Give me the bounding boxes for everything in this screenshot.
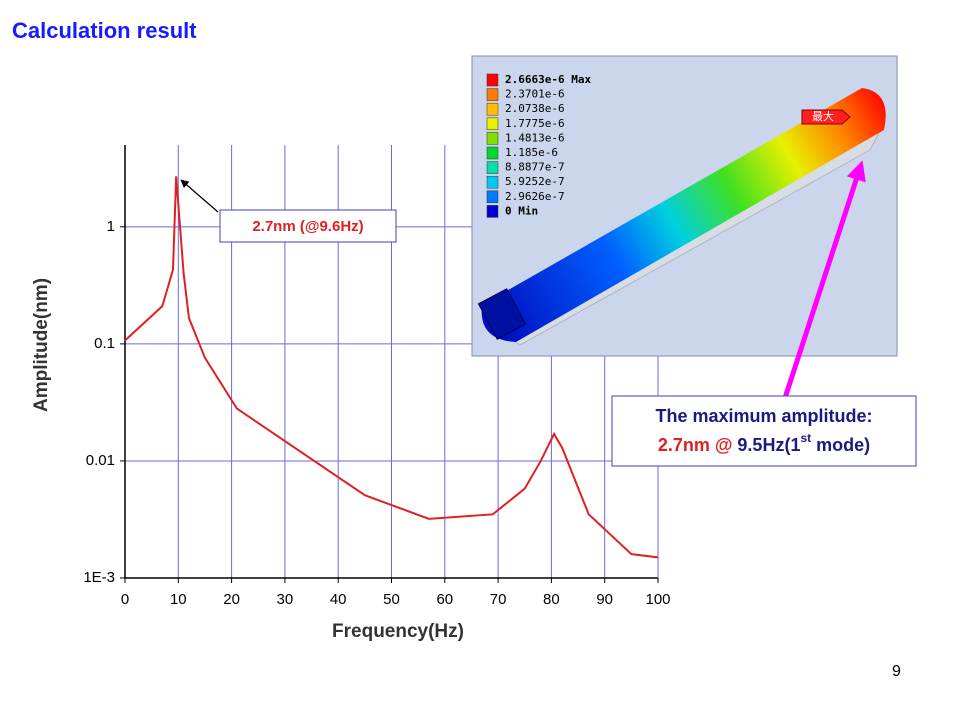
x-tick-label: 0 bbox=[121, 591, 129, 608]
page-number: 9 bbox=[892, 663, 901, 680]
inset-image: 最大 2.6663e-6 Max 2.3701e-62.0738e-6 1.7775… bbox=[471, 55, 898, 357]
legend-swatch bbox=[486, 117, 499, 131]
y-tick-label: 1E-3 bbox=[83, 569, 115, 586]
legend-swatch bbox=[486, 102, 499, 116]
x-tick-label: 70 bbox=[490, 591, 507, 608]
x-tick-label: 10 bbox=[170, 591, 187, 608]
annotation: 2.7nm (@9.6Hz) bbox=[252, 218, 363, 235]
legend-swatch bbox=[486, 190, 499, 204]
callout-arrow bbox=[782, 160, 866, 399]
x-tick-label: 60 bbox=[436, 591, 453, 608]
legend-swatch bbox=[486, 132, 499, 145]
x-tick-label: 90 bbox=[596, 591, 613, 608]
legend-label: 5.9252e-7 bbox=[505, 175, 565, 188]
x-tick-label: 20 bbox=[223, 591, 240, 608]
max-marker-box bbox=[801, 109, 851, 125]
x-tick-label: 80 bbox=[543, 591, 560, 608]
tube-end bbox=[477, 288, 527, 340]
legend-swatch bbox=[486, 146, 499, 160]
legend-label: 1.185e-6 bbox=[505, 146, 558, 159]
legend-label: 2.0738e-6 bbox=[505, 102, 565, 115]
legend-label: 2.3701e-6 bbox=[505, 88, 565, 101]
annotation-arrow bbox=[180, 179, 219, 213]
legend-swatch bbox=[486, 161, 499, 174]
x-tick-label: 40 bbox=[330, 591, 347, 608]
line-series bbox=[124, 176, 659, 559]
legend-swatch bbox=[486, 88, 499, 101]
y-tick-label: 0.1 bbox=[94, 335, 115, 352]
slide-title: Calculation result bbox=[12, 18, 197, 43]
x-tick-label: 30 bbox=[277, 591, 294, 608]
legend-label: 0 Min bbox=[505, 204, 538, 217]
legend-swatch bbox=[486, 175, 499, 189]
y-axis-label: Amplitude(nm) bbox=[31, 278, 52, 412]
max-marker: 最大 bbox=[812, 109, 834, 123]
x-tick-label: 100 bbox=[645, 591, 670, 608]
callout-line1: The maximum amplitude: bbox=[655, 406, 872, 426]
annotation-box bbox=[219, 209, 397, 243]
legend-swatch bbox=[486, 205, 499, 218]
callout-part: mode) bbox=[811, 435, 870, 455]
callout-part: 9.5Hz(1 bbox=[732, 435, 800, 455]
legend-label: 1.4813e-6 bbox=[505, 131, 565, 144]
legend-label: 2.6663e-6 Max bbox=[505, 73, 591, 86]
x-tick-label: 50 bbox=[383, 591, 400, 608]
callout-box bbox=[611, 395, 917, 467]
x-axis-label: Frequency(Hz) bbox=[332, 621, 464, 642]
y-tick-label: 1 bbox=[107, 218, 115, 235]
legend-swatch bbox=[486, 73, 499, 87]
y-tick-label: 0.01 bbox=[86, 452, 115, 469]
legend-label: 1.7775e-6 bbox=[505, 117, 565, 130]
callout-part: st bbox=[800, 431, 811, 445]
tube bbox=[481, 88, 886, 342]
legend-label: 8.8877e-7 bbox=[505, 161, 565, 174]
legend: 2.6663e-6 Max 2.3701e-62.0738e-6 1.7775e-6… bbox=[486, 73, 591, 218]
callout-part: 2.7nm @ bbox=[658, 435, 733, 455]
legend-label: 2.9626e-7 bbox=[505, 190, 565, 203]
callout-line2: 2.7nm @ 9.5Hz(1st mode) bbox=[658, 431, 870, 455]
